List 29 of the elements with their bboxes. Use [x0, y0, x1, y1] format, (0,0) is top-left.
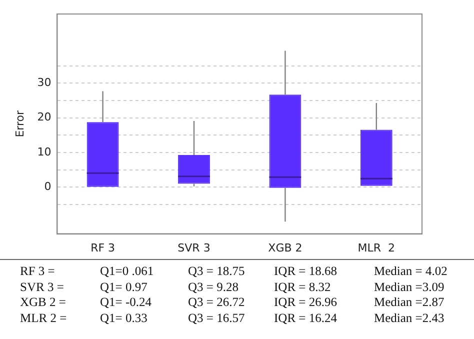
text: Q1= 0.97	[100, 280, 148, 295]
text: RF 3 =	[20, 264, 56, 280]
text: XGB 2 =	[20, 295, 67, 310]
text: Median = 4.02	[374, 264, 448, 280]
text: IQR = 8.32	[274, 280, 332, 295]
text: Q1= -0.24	[100, 295, 152, 310]
text: IQR = 26.96	[274, 295, 338, 310]
text: Q3 = 9.28	[188, 280, 240, 295]
text: IQR = 16.24	[274, 310, 338, 326]
x-tick-label: RF 3	[90, 241, 116, 254]
text: MLR 2 =	[20, 310, 68, 326]
text: Q1= 0.33	[100, 310, 148, 326]
y-tick-label: 0	[44, 180, 52, 193]
y-axis-title: Error	[13, 110, 26, 138]
text: Q3 = 18.75	[188, 264, 246, 280]
y-tick-label: 20	[37, 110, 52, 124]
text: Q3 = 26.72	[188, 295, 246, 310]
x-tick-label: MLR 2	[358, 241, 396, 254]
y-tick-label: 10	[37, 145, 52, 158]
text: IQR = 18.68	[274, 264, 338, 280]
y-tick-label: 30	[37, 76, 52, 90]
text: Median =3.09	[374, 280, 446, 295]
x-tick-label: XGB 2	[268, 241, 302, 254]
text: Median =2.87	[374, 295, 446, 310]
text: SVR 3 =	[20, 280, 65, 295]
text: Q1=0 .061	[100, 264, 155, 280]
text: Q3 = 16.57	[188, 310, 246, 326]
text: Median =2.43	[374, 310, 446, 326]
x-tick-label: SVR 3	[178, 241, 210, 254]
